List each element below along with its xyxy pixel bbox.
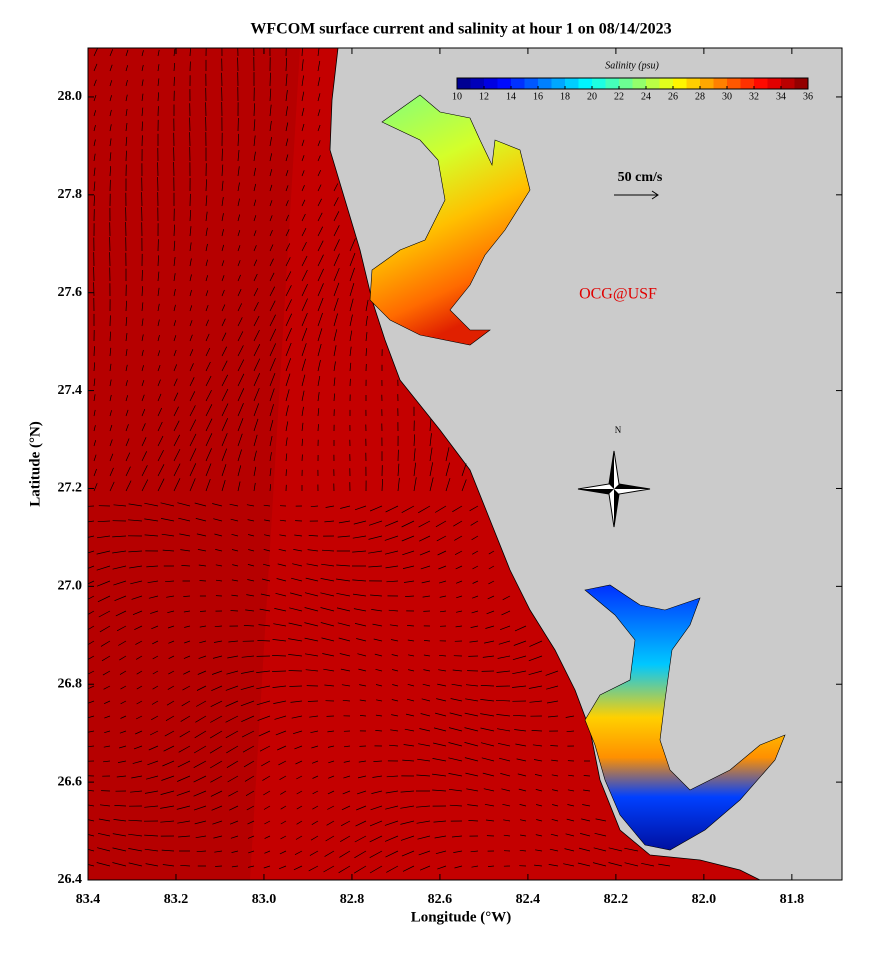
colorbar-cell xyxy=(727,78,741,89)
colorbar-tick-label: 18 xyxy=(560,91,570,102)
scale-arrow xyxy=(614,190,659,200)
colorbar-frame xyxy=(456,77,809,90)
y-tick-label: 26.8 xyxy=(58,676,83,691)
plot-frame xyxy=(87,47,843,881)
tampa-bay xyxy=(369,94,531,346)
y-tick-label: 27.0 xyxy=(58,579,83,594)
colorbar-cell xyxy=(632,78,647,89)
colorbar-tick-label: 22 xyxy=(614,91,624,102)
x-tick-label: 82.8 xyxy=(340,892,365,907)
credit: OCG@USF xyxy=(579,286,657,303)
colorbar-cell xyxy=(646,78,660,89)
y-tick-label: 27.8 xyxy=(58,187,83,202)
y-tick-label: 26.6 xyxy=(58,774,83,789)
colorbar-cell xyxy=(619,78,633,89)
colorbar-tick-label: 36 xyxy=(803,91,813,102)
colorbar-tick-label: 28 xyxy=(695,91,705,102)
colorbar-cell xyxy=(659,78,674,89)
colorbar-cell xyxy=(592,78,606,89)
y-tick-label: 26.4 xyxy=(58,872,83,887)
colorbar-cell xyxy=(605,78,620,89)
y-tick-label: 27.2 xyxy=(58,481,83,496)
colorbar-tick-label: 32 xyxy=(749,91,759,102)
current-vectors xyxy=(88,48,671,874)
colorbar-cell xyxy=(794,78,809,89)
chart-title: WFCOM surface current and salinity at ho… xyxy=(250,21,671,38)
colorbar-tick-label: 34 xyxy=(776,91,786,102)
colorbar-tick-label: 26 xyxy=(668,91,678,102)
colorbar-title: Salinity (psu) xyxy=(605,60,659,71)
scale-label: 50 cm/s xyxy=(618,170,663,185)
colorbar-cell xyxy=(511,78,525,89)
colorbar-cell xyxy=(565,78,579,89)
y-tick-label: 28.0 xyxy=(58,89,83,104)
charlotte-harbor xyxy=(584,584,786,851)
colorbar-cell xyxy=(781,78,795,89)
map-area xyxy=(88,48,842,880)
colorbar-cell xyxy=(686,78,701,89)
colorbar-tick-label: 12 xyxy=(479,91,489,102)
colorbar-tick-label: 30 xyxy=(722,91,732,102)
x-tick-label: 82.4 xyxy=(516,892,541,907)
x-axis-label: Longitude (°W) xyxy=(411,909,512,925)
colorbar-cell xyxy=(713,78,728,89)
colorbar-cell xyxy=(524,78,539,89)
colorbar-cell xyxy=(484,78,498,89)
y-axis-label: Latitude (°N) xyxy=(27,421,43,507)
x-tick-label: 82.0 xyxy=(692,892,717,907)
colorbar-cell xyxy=(754,78,768,89)
colorbar-cell xyxy=(470,78,485,89)
colorbar-tick-label: 14 xyxy=(506,91,516,102)
colorbar-cell xyxy=(497,78,512,89)
x-tick-label: 81.8 xyxy=(780,892,805,907)
compass xyxy=(577,450,651,528)
colorbar-tick-label: 10 xyxy=(452,91,462,102)
x-tick-label: 83.4 xyxy=(76,892,101,907)
colorbar-cell xyxy=(700,78,714,89)
colorbar-cell xyxy=(457,78,471,89)
colorbar-cell xyxy=(538,78,552,89)
y-tick-label: 27.6 xyxy=(58,285,83,300)
colorbar-cell xyxy=(578,78,593,89)
colorbar-cell xyxy=(767,78,782,89)
x-tick-label: 83.2 xyxy=(164,892,189,907)
colorbar-cell xyxy=(673,78,687,89)
colorbar-cell xyxy=(551,78,566,89)
colorbar-tick-label: 16 xyxy=(533,91,543,102)
y-tick-label: 27.4 xyxy=(58,383,83,398)
colorbar-tick-label: 20 xyxy=(587,91,597,102)
x-tick-label: 83.0 xyxy=(252,892,277,907)
north-label: N xyxy=(615,425,622,435)
colorbar-tick-label: 24 xyxy=(641,91,651,102)
x-tick-label: 82.6 xyxy=(428,892,453,907)
x-tick-label: 82.2 xyxy=(604,892,629,907)
colorbar-cell xyxy=(740,78,755,89)
